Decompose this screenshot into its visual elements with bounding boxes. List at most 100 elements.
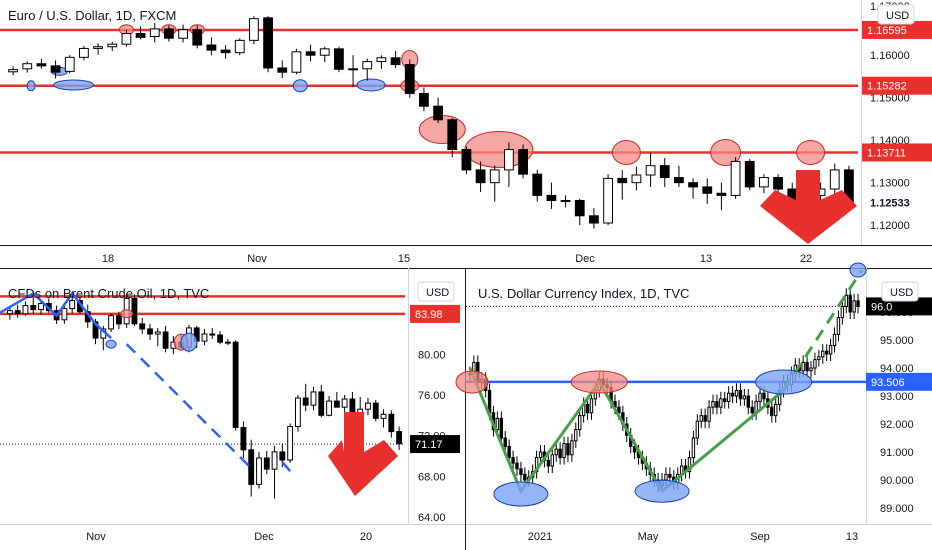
brent-candle — [115, 315, 122, 325]
brent-currency-button[interactable] — [417, 281, 455, 302]
dxy-candle — [726, 392, 731, 403]
dxy-candle — [691, 437, 696, 459]
eurusd-candle — [220, 49, 231, 54]
brent-candle — [232, 341, 239, 429]
brent-candle — [139, 323, 146, 330]
eurusd-candle — [702, 186, 713, 194]
dxy-candle — [538, 451, 543, 459]
eurusd-candle — [560, 199, 571, 202]
eurusd-candle — [206, 44, 217, 51]
eurusd-candle — [688, 182, 698, 188]
dxy-support-marker-4 — [849, 262, 867, 278]
brent-candle — [147, 328, 153, 335]
brent-x-tick: 20 — [360, 531, 372, 543]
dxy-candle — [840, 305, 845, 319]
dxy-candle — [770, 406, 774, 417]
dxy-candle — [856, 300, 860, 307]
eurusd-candle — [362, 61, 373, 70]
dxy-candle — [848, 294, 852, 313]
brent-candle — [326, 400, 332, 416]
dxy-candle — [511, 457, 515, 464]
eurusd-candle — [50, 65, 61, 73]
dxy-resistance-marker-2 — [570, 370, 628, 394]
dxy-candle — [711, 401, 715, 408]
eurusd-price-line-label: 1.15282 — [867, 81, 907, 93]
brent-candle — [294, 397, 301, 427]
dxy-candle — [707, 406, 711, 422]
eurusd-price-line-label: 1.16595 — [867, 25, 907, 37]
dxy-x-tick: Sep — [750, 531, 770, 543]
dxy-candle — [515, 462, 519, 470]
dxy-candle — [562, 443, 566, 459]
brent-candle — [240, 427, 247, 451]
dxy-panel: 96.00095.00094.00093.00092.00091.00090.0… — [455, 262, 932, 543]
eurusd-candle — [36, 63, 47, 67]
eurusd-x-tick: Dec — [575, 253, 595, 265]
eurusd-down-arrow-icon — [760, 170, 857, 244]
dxy-candle — [836, 317, 841, 335]
brent-candle — [6, 310, 13, 315]
eurusd-candle — [79, 47, 89, 58]
dxy-candle — [664, 473, 668, 481]
dxy-candle — [668, 473, 672, 478]
brent-title: CFDs on Brent Crude Oil, 1D, TVC — [8, 286, 209, 301]
dxy-y-tick: 92.000 — [880, 419, 914, 431]
eurusd-price-line-label-bg — [862, 20, 932, 39]
dxy-candle — [570, 440, 574, 456]
eurusd-candle — [716, 192, 727, 196]
dxy-currency-button[interactable] — [881, 281, 919, 302]
dxy-candle — [519, 468, 523, 475]
brent-y-tick: 80.00 — [418, 349, 446, 361]
brent-candle — [318, 391, 325, 416]
eurusd-candle — [574, 199, 585, 217]
dxy-candle — [554, 448, 558, 456]
dxy-candle — [774, 403, 778, 417]
eurusd-candle — [291, 51, 302, 73]
brent-zigzag-line — [0, 291, 112, 340]
dxy-candle — [617, 406, 621, 414]
eurusd-candle — [390, 57, 401, 66]
dxy-support-marker-3 — [755, 369, 813, 395]
brent-candle — [372, 402, 379, 419]
brent-candle — [30, 305, 37, 311]
dxy-candle — [730, 392, 735, 397]
eurusd-candle — [631, 174, 642, 184]
eurusd-y-tick: 1.16000 — [870, 50, 910, 62]
eurusd-resistance-marker — [710, 138, 742, 166]
brent-candle — [217, 334, 223, 343]
brent-candle — [69, 299, 76, 310]
dxy-candle — [801, 361, 805, 372]
dxy-candle — [715, 401, 719, 408]
dxy-candle — [734, 389, 739, 397]
brent-last-price-label: 71.17 — [415, 439, 443, 451]
eurusd-candle — [674, 177, 684, 184]
dxy-candle — [695, 420, 700, 439]
dxy-candle — [742, 395, 747, 400]
brent-last-price-label-bg — [410, 435, 460, 454]
dxy-candle — [507, 445, 511, 459]
dxy-candle — [758, 392, 762, 403]
brent-support-marker — [180, 332, 198, 352]
eurusd-candle — [447, 119, 458, 151]
brent-candle — [248, 449, 255, 485]
eurusd-y-tick: 1.13000 — [870, 178, 910, 190]
brent-candle — [341, 398, 348, 408]
brent-candle — [380, 413, 387, 419]
dxy-x-tick: May — [638, 531, 659, 543]
dxy-candle — [719, 398, 723, 408]
dxy-candle — [821, 350, 825, 358]
dxy-candle — [585, 403, 590, 414]
dxy-candle — [844, 294, 848, 307]
brent-candle — [224, 341, 231, 344]
eurusd-candle — [164, 28, 174, 39]
dxy-breakout-projection — [782, 269, 864, 392]
brent-price-line-label: 83.98 — [415, 309, 443, 321]
eurusd-candle — [773, 177, 783, 190]
dxy-last-price-label-bg — [866, 297, 932, 316]
eurusd-currency-button[interactable] — [877, 4, 915, 25]
dxy-candle — [852, 300, 856, 313]
brent-candle — [310, 391, 317, 406]
eurusd-x-tick: 22 — [800, 253, 812, 265]
dxy-candle — [503, 437, 507, 447]
eurusd-candle — [744, 160, 755, 188]
